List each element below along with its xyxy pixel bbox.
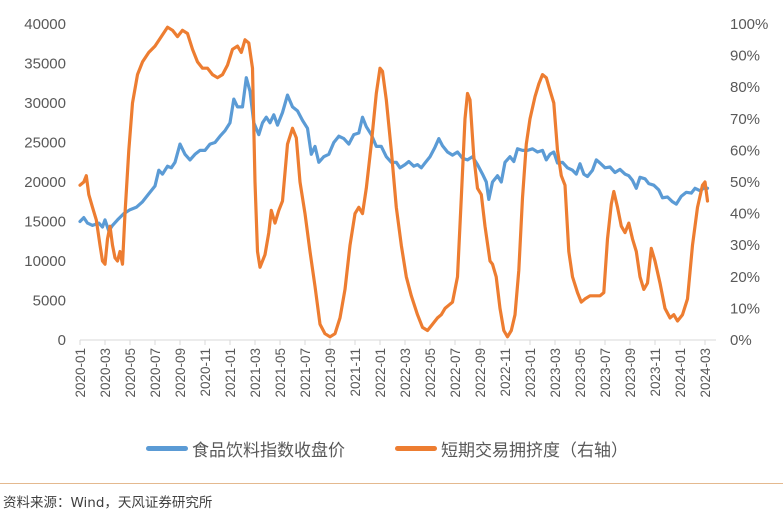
right-axis-tick-label: 40% [730,206,760,223]
x-axis-tick-label: 2023-11 [648,348,663,397]
right-axis-tick-label: 70% [730,111,760,128]
footer-divider [0,483,783,484]
left-axis-ticks: 0 5000 10000 15000 20000 25000 30000 35000 40000 [24,16,66,349]
legend-item-index: 食品饮料指数收盘价 [146,436,345,461]
legend-swatch-blue [146,446,188,451]
right-axis-tick-label: 50% [730,174,760,191]
x-axis-tick-label: 2024-01 [673,348,688,398]
left-axis-tick-label: 5000 [33,293,66,310]
x-axis-tick-label: 2022-03 [398,348,413,398]
left-axis-tick-label: 30000 [24,95,66,112]
right-axis-tick-label: 60% [730,142,760,159]
source-note: 资料来源：Wind，天风证券研究所 [3,495,213,511]
legend-swatch-orange [395,446,437,451]
x-axis-tick-label: 2022-07 [448,348,463,398]
x-axis-tick-label: 2020-11 [198,348,213,397]
right-axis-tick-label: 80% [730,79,760,96]
x-axis-ticks: 2020-01 2020-03 2020-05 2020-07 2020-09 2020-… [73,340,713,398]
left-axis-tick-label: 35000 [24,56,66,73]
left-axis-tick-label: 20000 [24,174,66,191]
x-axis-tick-label: 2022-01 [373,348,388,398]
x-axis-tick-label: 2020-07 [148,348,163,398]
x-axis-tick-label: 2024-03 [698,348,713,398]
legend-label-crowdedness: 短期交易拥挤度（右轴） [441,441,628,461]
right-axis-ticks: 0% 10% 20% 30% 40% 50% 60% 70% 80% 90% 100% [730,16,768,349]
right-axis-tick-label: 90% [730,48,760,65]
right-axis-tick-label: 100% [730,16,768,33]
x-axis-tick-label: 2020-05 [123,348,138,398]
x-axis-tick-label: 2021-01 [223,348,238,398]
x-axis-tick-label: 2023-05 [573,348,588,398]
x-axis-tick-label: 2023-01 [523,348,538,398]
x-axis-tick-label: 2021-05 [273,348,288,398]
line-chart: 0 5000 10000 15000 20000 25000 30000 35000 40000… [24,16,768,398]
x-axis-tick-label: 2023-09 [623,348,638,398]
legend: 食品饮料指数收盘价 短期交易拥挤度（右轴） [0,436,783,461]
x-axis-tick-label: 2020-01 [73,348,88,398]
x-axis-tick-label: 2022-11 [498,348,513,397]
legend-label-index: 食品饮料指数收盘价 [192,441,345,461]
left-axis-tick-label: 10000 [24,253,66,270]
x-axis-tick-label: 2020-03 [98,348,113,398]
left-axis-tick-label: 0 [58,332,66,349]
legend-item-crowdedness: 短期交易拥挤度（右轴） [395,436,628,461]
x-axis-tick-label: 2022-05 [423,348,438,398]
right-axis-tick-label: 0% [730,332,752,349]
x-axis-tick-label: 2021-09 [323,348,338,398]
x-axis-tick-label: 2021-03 [248,348,263,398]
x-axis-tick-label: 2023-03 [548,348,563,398]
left-axis-tick-label: 40000 [24,16,66,33]
x-axis-tick-label: 2020-09 [173,348,188,398]
left-axis-tick-label: 25000 [24,135,66,152]
x-axis-tick-label: 2021-11 [348,348,363,397]
x-axis-tick-label: 2021-07 [298,348,313,398]
x-axis-tick-label: 2023-07 [598,348,613,398]
x-axis-tick-label: 2022-09 [473,348,488,398]
right-axis-tick-label: 30% [730,237,760,254]
right-axis-tick-label: 20% [730,269,760,286]
right-axis-tick-label: 10% [730,300,760,317]
left-axis-tick-label: 15000 [24,214,66,231]
trading-crowdedness-line [78,25,710,339]
food-beverage-index-line [78,76,710,233]
